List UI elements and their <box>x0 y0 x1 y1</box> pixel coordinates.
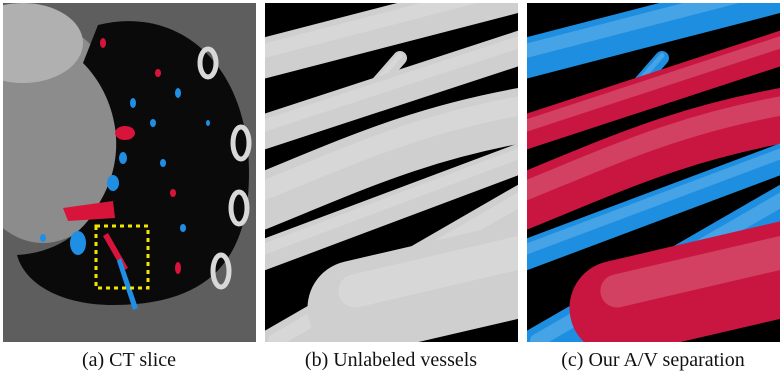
figure: (a) CT slice (b) Unlabeled vessels (c) O… <box>0 0 780 378</box>
caption: (a) CT slice <box>82 349 176 371</box>
caption: (c) Our A/V separation <box>561 349 744 371</box>
ct-slice <box>0 3 256 342</box>
unlabeled-vessels <box>245 0 540 348</box>
caption: (b) Unlabeled vessels <box>305 349 477 371</box>
page: (a) CT slice (b) Unlabeled vessels (c) O… <box>0 0 780 378</box>
av-separation <box>507 0 780 348</box>
